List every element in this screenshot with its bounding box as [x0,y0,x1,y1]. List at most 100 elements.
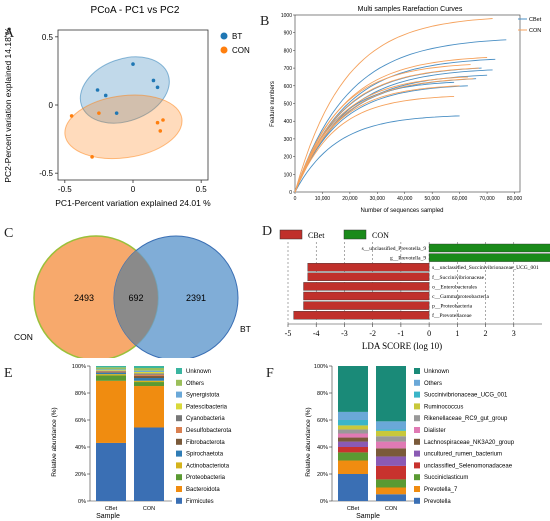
pcoa-point-bt [95,88,100,92]
rarefaction-x-tick-label: 30,000 [370,196,386,202]
lda-bar-label: p__Proteobacteria [432,304,473,310]
genus-legend-swatch [414,438,420,445]
panel-label-e: E [4,366,13,381]
genus-segment [376,436,406,442]
pcoa-point-bt [151,78,156,83]
lda-bar-label: s__unclassified_Succinivibrionaceae_UCG_… [432,264,539,271]
pcoa-point-bt [114,111,119,115]
rarefaction-curve-cbet [294,115,460,193]
lda-legend-swatch-cbet [279,229,303,240]
venn-bt-label: BT [240,324,251,334]
genus-legend-label: Prevotella_7 [424,487,458,493]
phylum-y-tick-label: 80% [75,391,86,397]
bt-confidence-ellipse [79,56,170,124]
genus-ylabel: Relative abundance (%) [305,407,312,476]
phylum-segment [96,370,126,372]
genus-segment [376,430,406,437]
rarefaction-x-tick-label: 20,000 [342,196,358,202]
phylum-legend-label: Patescibacteria [186,404,228,410]
lda-legend-label-con: CON [372,231,389,240]
rarefaction-chart: Multi samples Rarefaction Curves 0 10,000… [270,6,542,214]
lda-x-tick-label: -4 [313,329,320,338]
rarefaction-curve-cbet [294,39,507,193]
pcoa-legend-label-con: CON [232,46,250,55]
genus-legend-label: Dialister [424,428,446,434]
genus-segment [376,448,406,457]
genus-segment [376,366,406,422]
phylum-legend-swatch [176,497,182,504]
genus-legend-swatch [414,474,420,481]
pcoa-point-bt [103,93,108,98]
phylum-legend-swatch [176,368,182,374]
genus-legend-label: Unknown [424,369,449,375]
phylum-legend-swatch [176,486,182,492]
pcoa-y-tick-label: 0 [49,101,54,110]
genus-segment [338,433,368,438]
pcoa-point-con [97,111,101,115]
genus-segment [376,456,406,466]
phylum-y-tick-label: 0% [78,499,86,505]
rarefaction-curve-con [294,85,460,193]
genus-segment [338,441,368,447]
genus-legend-swatch [414,497,420,504]
panel-label-f: F [266,366,274,381]
genus-legend-label: Succiniclasticum [424,475,468,481]
rarefaction-y-tick-label: 900 [284,31,293,37]
lda-x-tick-label: 0 [427,329,431,338]
phylum-segment [96,369,126,371]
lda-bar-label: c__Gammaproteobacteria [432,294,489,300]
phylum-segment [96,374,126,376]
pcoa-point-con [69,114,74,118]
lda-bar-label: f__Prevotellaceae [432,312,472,319]
pcoa-y-tick-label: -0.5 [39,169,53,178]
rarefaction-y-tick-label: 700 [284,66,293,72]
phylum-segment [134,368,164,371]
phylum-segment [134,378,164,381]
phylum-segment [96,372,126,375]
rarefaction-curve-cbet [294,85,468,193]
lda-bar [293,310,430,320]
phylum-segment [134,382,164,387]
phylum-legend-swatch [176,379,182,386]
pcoa-point-con [158,129,163,133]
phylum-y-tick-label: 20% [75,472,86,478]
lda-x-tick-label: -2 [369,329,376,338]
phylum-segment [96,371,126,373]
lda-bar [303,282,430,291]
phylum-xlabel: Sample [96,513,120,520]
genus-segment [376,421,406,430]
rarefaction-x-tick-label: 80,000 [507,196,523,202]
genus-legend-label: Succinivibrionaceae_UCG_001 [424,393,508,399]
genus-legend-label: Prevotella [424,499,451,505]
genus-stacked-chart: 0% 20% 40% 60% 80% 100% CBet CON Unknown Others… [305,364,515,520]
phylum-segment [134,427,164,501]
genus-segment [376,429,406,431]
phylum-legend-label: Others [186,381,204,387]
lda-legend-swatch-con [343,229,367,240]
phylum-legend-label: Firmicutes [186,499,214,505]
phylum-segment [134,372,164,374]
lda-bar-label: f__Succinivibrionaceae [432,274,484,281]
genus-category-label: CON [385,506,397,512]
genus-legend-label: Rikenellaceae_RC9_gut_group [424,416,508,422]
genus-segment [338,425,368,430]
lda-x-tick-label: 3 [512,329,516,338]
pcoa-x-tick-label: -0.5 [58,185,72,194]
pcoa-legend-marker-bt [220,32,228,40]
genus-legend-swatch [414,450,420,457]
genus-y-tick-label: 20% [317,472,328,478]
genus-y-tick-label: 40% [317,445,328,451]
genus-y-tick-label: 80% [317,391,328,397]
phylum-legend-swatch [176,427,182,433]
phylum-y-tick-label: 100% [72,364,86,370]
pcoa-legend-marker-con [220,46,228,54]
phylum-y-tick-label: 60% [75,418,86,424]
pcoa-y-tick-label: 0.5 [42,33,54,42]
genus-legend-swatch [414,462,420,469]
rarefaction-y-tick-label: 300 [284,137,293,143]
lda-legend-label-cbet: CBet [308,231,325,240]
lda-bar [307,263,430,272]
phylum-stacked-chart: 0% 20% 40% 60% 80% 100% CBet CON Unknown Others… [51,364,232,520]
genus-legend-label: uncultured_rumen_bacterium [424,452,502,458]
phylum-legend-label: Desulfobacterota [186,428,232,434]
